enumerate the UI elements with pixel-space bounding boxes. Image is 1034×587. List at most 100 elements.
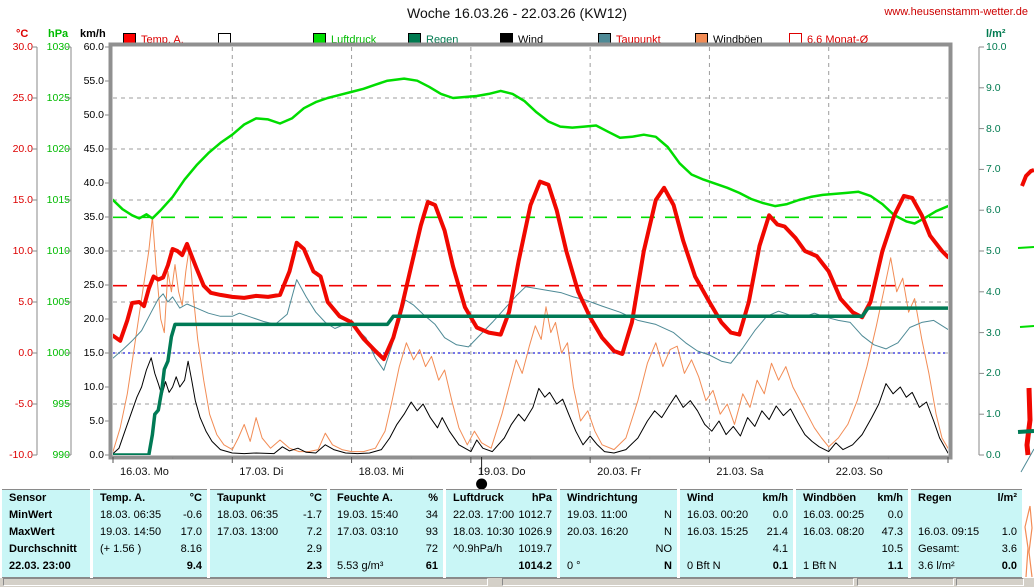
table-cell: MinWert	[9, 509, 53, 521]
table-cell: 0 ° N	[567, 560, 672, 572]
x-axis-day-label: 22.03. So	[835, 466, 883, 478]
table-cell: Durchschnitt	[9, 543, 77, 555]
right-edge-fragment	[1024, 387, 1033, 456]
wind-axis-tick-label: 0.0	[89, 449, 104, 461]
temp-axis-tick-label: 5.0	[18, 296, 33, 308]
table-header-regen: Regen l/m²	[918, 492, 1017, 504]
table-cell: 16.03. 00:25 0.0	[803, 509, 903, 521]
status-bar	[0, 578, 1034, 587]
rain-axis-tick-label: 1.0	[986, 408, 1001, 421]
table-header-sensor: Sensor	[9, 492, 47, 504]
table-cell: 3.6 l/m² 0.0	[918, 560, 1017, 572]
series-pressure-line	[113, 77, 948, 225]
pressure-axis-tick-label: 1030	[46, 41, 70, 53]
right-edge-fragment	[1017, 429, 1034, 434]
table-cell: 17.03. 13:00 7.2	[217, 526, 322, 538]
table-cell: 10.5	[881, 543, 903, 555]
temp-axis-tick-label: 30.0	[12, 41, 33, 53]
table-cell: 2.9	[306, 543, 322, 555]
statusbar-segment	[502, 578, 854, 586]
table-cell: 18.03. 06:35 -0.6	[100, 509, 202, 521]
rain-axis-tick-label: 7.0	[986, 163, 1001, 176]
statusbar-segment	[857, 578, 954, 586]
table-cell: 16.03. 08:20 47.3	[803, 526, 903, 538]
table-cell: 16.03. 00:20 0.0	[687, 509, 788, 521]
wind-axis-tick-label: 55.0	[83, 75, 104, 87]
table-cell: 16.03. 09:15 1.0	[918, 526, 1017, 538]
table-column-taupunkt: Taupunkt °C 18.03. 06:35 -1.7 17.03. 13:00 7.…	[210, 490, 327, 577]
statusbar-segment	[956, 578, 1024, 586]
table-cell: Gesamt: 3.6	[918, 543, 1017, 555]
rain-axis-tick-label: 3.0	[986, 326, 1001, 339]
pressure-axis-unit: hPa	[48, 28, 69, 40]
temp-axis-tick-label: -5.0	[14, 398, 33, 410]
wind-axis-tick-label: 45.0	[83, 143, 104, 155]
website-link[interactable]: www.heusenstamm-wetter.de	[884, 6, 1028, 18]
table-cell: 1 Bft N 1.1	[803, 560, 903, 572]
table-column-regen: Regen l/m² 16.03. 09:15 1.0 Gesamt: 3.6 3.6 l/…	[911, 490, 1022, 577]
wind-axis-tick-label: 35.0	[83, 211, 104, 223]
pressure-axis-tick-label: 1010	[46, 245, 70, 257]
table-cell: 19.03. 15:40 34	[337, 509, 438, 521]
table-cell: 18.03. 06:35 -1.7	[217, 509, 322, 521]
table-cell: 0 Bft N 0.1	[687, 560, 788, 572]
x-axis-day-label: 20.03. Fr	[597, 466, 642, 478]
rain-axis-tick-label: 8.0	[986, 122, 1001, 135]
pressure-axis-tick-label: 1000	[46, 347, 70, 359]
rain-axis-tick-label: 10.0	[986, 41, 1007, 53]
wind-axis-tick-label: 10.0	[83, 381, 104, 393]
x-axis-day-label: 21.03. Sa	[716, 466, 764, 478]
right-edge-fragment	[1017, 246, 1034, 249]
temp-axis-tick-label: 20.0	[12, 143, 33, 155]
table-column-sensor: Sensor MinWert MaxWert Durchschnitt 22.03. 2…	[2, 490, 90, 577]
pressure-axis-tick-label: 1015	[46, 194, 70, 206]
right-edge-fragment	[1020, 168, 1034, 187]
pressure-axis-tick-label: 990	[52, 449, 70, 461]
temp-axis-tick-label: 0.0	[18, 347, 33, 359]
pressure-axis-tick-label: 1020	[46, 143, 70, 155]
series-temp-line	[113, 179, 948, 362]
table-header-luftdruck: Luftdruck hPa	[453, 492, 552, 504]
table-column-luftdruck: Luftdruck hPa 22.03. 17:00 1012.7 18.03. 10:…	[446, 490, 557, 577]
page-title: Woche 16.03.26 - 22.03.26 (KW12)	[407, 5, 627, 21]
series-rain-line	[113, 306, 948, 455]
wind-axis-tick-label: 25.0	[83, 279, 104, 291]
x-axis-day-label: 19.03. Do	[477, 466, 526, 478]
x-axis-day-label: 17.03. Di	[239, 466, 284, 478]
series-wind-line	[113, 357, 948, 455]
table-column-windrichtung: Windrichtung 19.03. 11:00 N 20.03. 16:20 N NO…	[560, 490, 677, 577]
table-column-wind: Wind km/h 16.03. 00:20 0.0 16.03. 15:25 21.4 4…	[680, 490, 793, 577]
wind-axis-tick-label: 60.0	[83, 41, 104, 53]
table-cell: MaxWert	[9, 526, 55, 538]
right-edge-fragment	[1020, 448, 1034, 473]
rain-axis-tick-label: 5.0	[986, 245, 1001, 257]
rain-axis-unit: l/m²	[986, 28, 1006, 40]
right-edge-fragment	[1024, 505, 1033, 578]
table-column-windboeen: Windböen km/h 16.03. 00:25 0.0 16.03. 08:20 4…	[796, 490, 908, 577]
table-cell: 22.03. 23:00	[9, 560, 71, 572]
wind-axis-tick-label: 15.0	[83, 347, 104, 359]
table-cell: (+ 1.56 ) 8.16	[100, 543, 202, 555]
table-cell: 72	[425, 543, 438, 555]
stats-table: Sensor MinWert MaxWert Durchschnitt 22.03. 2…	[2, 490, 1022, 577]
table-cell: NO	[655, 543, 673, 555]
pressure-axis-tick-label: 1005	[46, 296, 70, 308]
table-column-feuchte: Feuchte A.% 19.03. 15:40 34 17.03. 03:10 93 7…	[330, 490, 443, 577]
table-cell: ^0.9hPa/h 1019.7	[453, 543, 552, 555]
temp-axis-unit: °C	[16, 28, 29, 40]
table-cell	[911, 507, 1022, 524]
table-column-temp: Temp. A. °C 18.03. 06:35 -0.6 19.03. 14:50 17…	[93, 490, 207, 577]
table-header-temp: Temp. A. °C	[100, 492, 202, 504]
table-cell: 2.3	[306, 560, 322, 572]
right-edge-fragment	[1019, 325, 1034, 328]
rain-axis-tick-label: 9.0	[986, 81, 1001, 94]
wind-axis-unit: km/h	[80, 28, 106, 40]
rain-axis-tick-label: 0.0	[986, 449, 1001, 461]
rain-axis-tick-label: 4.0	[986, 285, 1001, 298]
temp-axis-tick-label: -10.0	[9, 449, 33, 461]
temp-axis-tick-label: 10.0	[12, 245, 33, 257]
table-cell: 4.1	[772, 543, 788, 555]
table-header-windboeen: Windböen km/h	[803, 492, 903, 504]
